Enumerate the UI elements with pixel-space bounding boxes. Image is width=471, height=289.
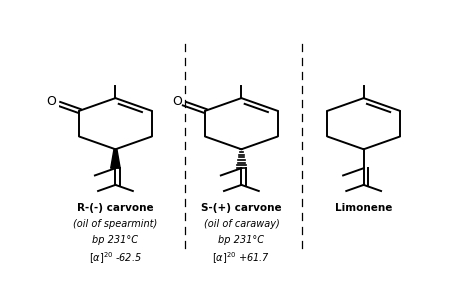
Text: (oil of spearmint): (oil of spearmint) — [73, 219, 158, 229]
Text: O: O — [172, 95, 182, 108]
Text: $[α]^{20}$ +61.7: $[α]^{20}$ +61.7 — [212, 251, 270, 266]
Text: (oil of caraway): (oil of caraway) — [203, 219, 279, 229]
Text: bp 231°C: bp 231°C — [92, 235, 138, 245]
Text: O: O — [47, 95, 57, 108]
Text: Limonene: Limonene — [335, 203, 392, 213]
Polygon shape — [111, 149, 120, 168]
Text: S-(+) carvone: S-(+) carvone — [201, 203, 282, 213]
Text: R-(-) carvone: R-(-) carvone — [77, 203, 154, 213]
Text: $[α]^{20}$ -62.5: $[α]^{20}$ -62.5 — [89, 251, 142, 266]
Text: bp 231°C: bp 231°C — [219, 235, 264, 245]
